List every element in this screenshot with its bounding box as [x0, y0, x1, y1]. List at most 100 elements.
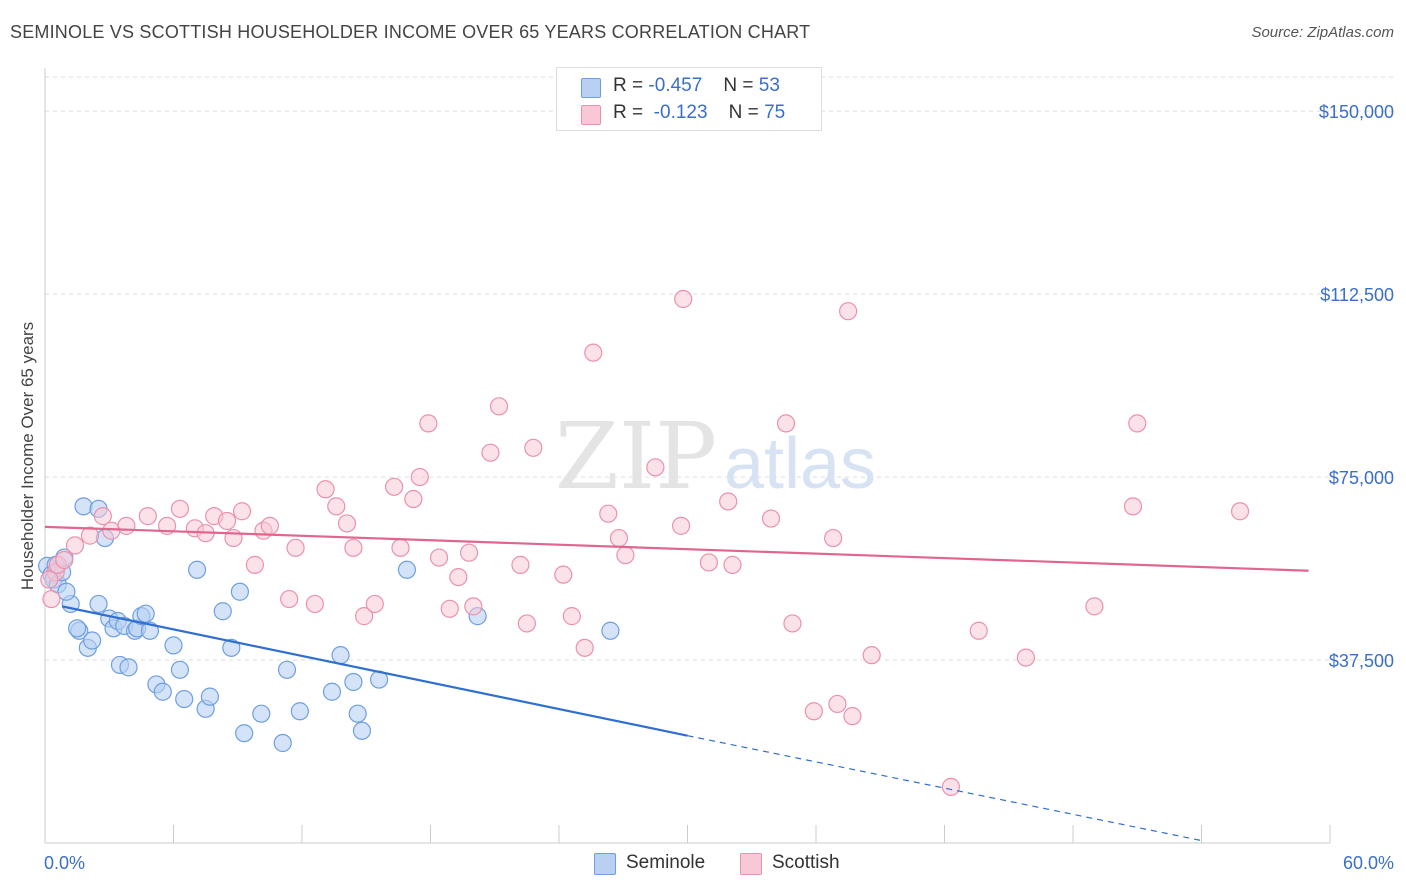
scottish-point: [941, 777, 961, 796]
legend-n-label: N =: [723, 75, 754, 96]
scottish-point: [671, 516, 691, 535]
seminole-point: [252, 704, 271, 723]
scottish-point: [102, 521, 121, 540]
scottish-point: [327, 497, 346, 516]
y-tick-label: $112,500: [1320, 285, 1394, 305]
chart-title: SEMINOLE VS SCOTTISH HOUSEHOLDER INCOME …: [10, 22, 811, 42]
scottish-point: [217, 511, 237, 531]
seminole-point: [397, 560, 417, 579]
scottish-point: [511, 555, 530, 574]
bottom-legend-label: Scottish: [772, 852, 840, 873]
scottish-point: [80, 526, 100, 545]
scottish-point: [260, 516, 279, 535]
seminole-point: [273, 733, 292, 753]
scottish-point: [419, 414, 438, 433]
scottish-point: [459, 543, 479, 562]
seminole-point: [213, 602, 232, 621]
scottish-point: [65, 536, 85, 555]
scottish-point: [723, 555, 742, 574]
scottish-point: [117, 516, 136, 535]
seminole-point: [153, 682, 172, 701]
scottish-point: [616, 546, 635, 565]
scottish-point: [489, 397, 509, 416]
scottish-point: [776, 414, 796, 433]
seminole-point: [200, 687, 220, 706]
correlation-legend: R = -0.457 N = 53 R = -0.123 N = 75: [556, 67, 822, 131]
seminole-point: [175, 689, 194, 709]
y-axis-title: Householder Income Over 65 years: [18, 322, 37, 590]
axes: [44, 68, 1331, 844]
seminole-point: [187, 560, 207, 579]
legend-n-value: 53: [758, 75, 780, 96]
scottish-trend-line: [44, 525, 1309, 572]
seminole-swatch: [594, 853, 616, 875]
scottish-point: [391, 538, 410, 557]
scottish-point: [440, 599, 459, 618]
scottish-point: [344, 538, 363, 557]
legend-n-label: N =: [728, 102, 759, 123]
scottish-point: [429, 548, 449, 567]
scottish-point: [1230, 502, 1250, 521]
scottish-point: [609, 528, 629, 548]
seminole-point: [348, 704, 367, 723]
scottish-point: [404, 489, 423, 509]
scottish-point: [562, 607, 581, 626]
seminole-point: [57, 582, 76, 601]
scottish-point: [719, 492, 738, 511]
scottish-point: [316, 480, 335, 499]
legend-r-label: R =: [613, 102, 644, 123]
seminole-point: [230, 582, 249, 601]
scottish-swatch: [740, 853, 762, 875]
seminole-point: [344, 672, 363, 692]
watermark-atlas: atlas: [724, 424, 876, 504]
scottish-point: [42, 589, 61, 609]
scottish-point: [40, 570, 59, 589]
seminole-point: [89, 594, 108, 614]
scottish-point: [355, 607, 374, 626]
scottish-point: [824, 528, 843, 548]
scottish-point: [575, 638, 594, 657]
scottish-point: [969, 621, 988, 640]
scottish-point: [449, 567, 468, 587]
scottish-point: [481, 443, 500, 462]
scottish-point: [1128, 414, 1147, 433]
legend-r-value: -0.123: [653, 102, 708, 123]
scottish-point: [384, 477, 404, 496]
scottish-point: [843, 707, 862, 726]
seminole-point: [74, 497, 93, 516]
scottish-point: [804, 702, 823, 721]
seminole-point: [352, 721, 372, 740]
legend-n-value: 75: [764, 102, 786, 123]
trend-lines: [44, 525, 1309, 842]
scottish-point: [170, 499, 190, 518]
legend-r-value: -0.457: [648, 75, 703, 96]
scottish-point: [1123, 497, 1143, 516]
scottish-point: [1016, 648, 1035, 667]
scottish-point: [337, 514, 357, 533]
seminole-trend-line: [61, 605, 688, 737]
scottish-point: [1085, 597, 1104, 616]
source-label: Source: ZipAtlas.com: [1251, 24, 1394, 41]
seminole-point: [136, 604, 155, 623]
scottish-point: [232, 502, 252, 521]
scottish-point: [599, 504, 618, 523]
y-tick-label: $150,000: [1319, 102, 1394, 122]
seminole-point: [601, 621, 620, 640]
scottish-point: [554, 565, 573, 584]
y-tick-label: $37,500: [1329, 651, 1394, 671]
scottish-point: [280, 589, 299, 609]
seminole-point: [119, 658, 138, 677]
legend-r-label: R =: [613, 75, 644, 96]
seminole-point: [164, 636, 183, 655]
scottish-point: [138, 507, 157, 526]
x-tick-label-max: 60.0%: [1343, 853, 1394, 873]
scottish-point: [93, 507, 112, 526]
seminole-point: [322, 682, 342, 701]
scottish-point: [828, 694, 847, 714]
x-tick-label-min: 0.0%: [44, 853, 85, 873]
scottish-swatch: [581, 105, 601, 125]
seminole-point: [290, 702, 309, 721]
scottish-point: [699, 553, 719, 572]
scottish-point: [862, 646, 881, 665]
